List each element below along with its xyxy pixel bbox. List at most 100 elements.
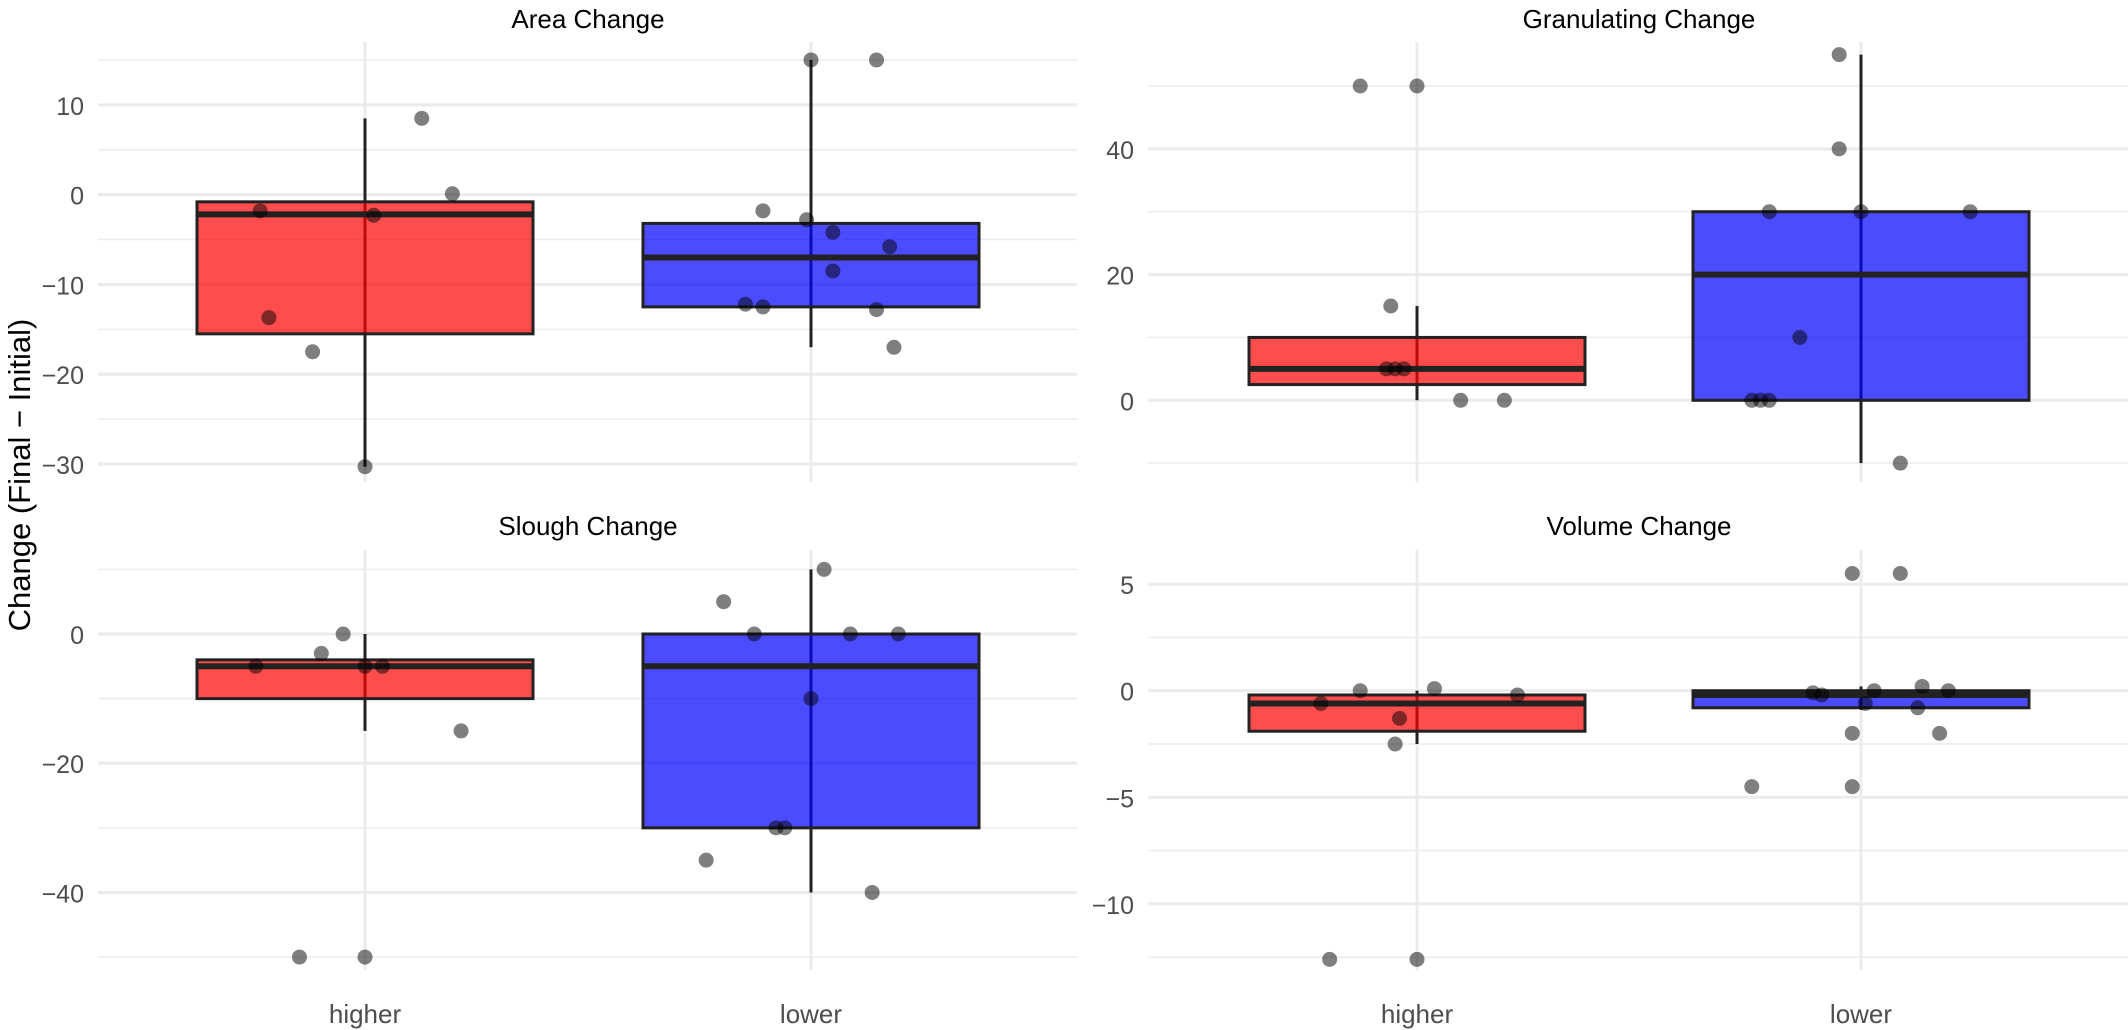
data-point: [1892, 565, 1908, 581]
box-higher: [1247, 693, 1587, 733]
data-point: [1409, 951, 1425, 967]
data-point: [716, 594, 732, 610]
box-lower: [641, 221, 981, 309]
data-point: [1866, 683, 1882, 699]
panel-title: Volume Change: [1546, 511, 1731, 541]
data-point: [1940, 683, 1956, 699]
data-point: [261, 310, 277, 326]
data-point: [357, 459, 373, 475]
data-point: [869, 302, 885, 318]
data-point: [335, 626, 351, 642]
data-point: [1814, 687, 1830, 703]
x-tick-label: lower: [780, 999, 842, 1029]
data-point: [886, 339, 902, 355]
y-tick-label: −10: [1092, 892, 1134, 920]
box-lower: [1691, 210, 2031, 402]
data-point: [1844, 565, 1860, 581]
y-tick-label: 10: [56, 93, 84, 121]
y-tick-label: 0: [70, 183, 84, 211]
data-point: [1392, 710, 1408, 726]
data-point: [890, 626, 906, 642]
data-point: [1744, 779, 1760, 795]
data-point: [248, 658, 264, 674]
panel-title: Slough Change: [498, 511, 677, 541]
data-point: [1844, 779, 1860, 795]
y-tick-label: −20: [42, 362, 84, 390]
data-point: [1831, 47, 1847, 63]
y-tick-label: 20: [1106, 263, 1134, 291]
y-tick-label: 0: [1120, 388, 1134, 416]
data-point: [746, 626, 762, 642]
data-point: [1853, 204, 1869, 220]
data-point: [305, 344, 321, 360]
data-point: [1426, 681, 1442, 697]
data-point: [1857, 696, 1873, 712]
data-point: [453, 723, 469, 739]
data-point: [1313, 696, 1329, 712]
data-point: [799, 212, 815, 228]
data-point: [825, 224, 841, 240]
y-tick-label: −5: [1105, 785, 1134, 813]
data-point: [1831, 141, 1847, 157]
data-point: [803, 52, 819, 68]
data-point: [252, 203, 268, 219]
data-point: [777, 820, 793, 836]
y-tick-label: 0: [1120, 679, 1134, 707]
data-point: [1761, 392, 1777, 408]
data-point: [313, 645, 329, 661]
data-point: [1352, 78, 1368, 94]
data-point: [291, 949, 307, 965]
data-point: [357, 949, 373, 965]
facet-panel: 40 20 0 Granulating Change: [1106, 4, 2128, 482]
data-point: [414, 110, 430, 126]
data-point: [1910, 700, 1926, 716]
data-point: [816, 561, 832, 577]
data-point: [1453, 392, 1469, 408]
x-tick-label: higher: [329, 999, 402, 1029]
box-higher: [195, 200, 535, 336]
data-point: [1509, 687, 1525, 703]
data-point: [869, 52, 885, 68]
box-lower: [641, 632, 981, 830]
x-tick-label: higher: [1381, 999, 1454, 1029]
data-point: [737, 296, 753, 312]
box-higher: [1247, 335, 1587, 387]
x-tick-label: lower: [1830, 999, 1892, 1029]
data-point: [1892, 455, 1908, 471]
data-point: [1761, 204, 1777, 220]
data-point: [1496, 392, 1512, 408]
y-tick-label: 0: [70, 622, 84, 650]
data-point: [1792, 329, 1808, 345]
data-point: [1387, 736, 1403, 752]
y-tick-label: −30: [42, 452, 84, 480]
data-point: [1962, 204, 1978, 220]
data-point: [842, 626, 858, 642]
data-point: [803, 691, 819, 707]
data-point: [1322, 951, 1338, 967]
data-point: [755, 203, 771, 219]
y-tick-label: 40: [1106, 137, 1134, 165]
data-point: [1352, 683, 1368, 699]
data-point: [357, 658, 373, 674]
data-point: [755, 299, 771, 315]
y-tick-label: −40: [42, 880, 84, 908]
panel-title: Granulating Change: [1523, 4, 1756, 34]
data-point: [1844, 725, 1860, 741]
y-tick-label: −20: [42, 751, 84, 779]
data-point: [444, 186, 460, 202]
data-point: [1409, 78, 1425, 94]
facet-panel: 0 −20 −40 Slough Change higher lower: [42, 511, 1077, 1029]
data-point: [882, 239, 898, 255]
y-tick-label: 5: [1120, 572, 1134, 600]
y-tick-label: −10: [42, 272, 84, 300]
facet-panel: 5 0 −5 −10 Volume Change higher lower: [1092, 511, 2128, 1029]
data-point: [1914, 678, 1930, 694]
data-point: [366, 207, 382, 223]
data-point: [1932, 725, 1948, 741]
data-point: [864, 884, 880, 900]
data-point: [1383, 298, 1399, 314]
facet-panel: 10 0 −10 −20 −30 Area Change: [42, 4, 1077, 482]
data-point: [825, 263, 841, 279]
data-point: [698, 852, 714, 868]
